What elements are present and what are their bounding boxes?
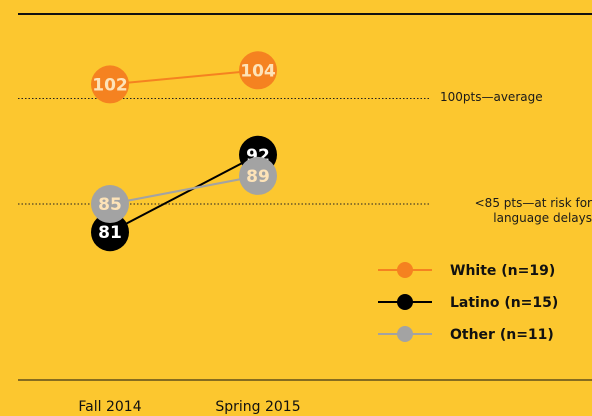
data-label: 102 — [92, 75, 128, 95]
reference-label: 100pts—average — [440, 90, 543, 105]
x-tick-label: Spring 2015 — [215, 399, 300, 415]
data-label: 89 — [246, 167, 270, 187]
data-point — [91, 185, 129, 224]
legend-label: Latino (n=15) — [450, 295, 558, 311]
reference-label: <85 pts—at risk for language delays — [474, 196, 592, 226]
data-point — [239, 51, 277, 90]
legend-marker — [397, 262, 413, 278]
series-line — [109, 69, 259, 86]
data-label: 104 — [240, 61, 276, 81]
legend-marker — [397, 294, 413, 310]
data-label: 85 — [98, 195, 122, 215]
x-tick-label: Fall 2014 — [78, 399, 141, 415]
data-point — [91, 213, 129, 252]
series-line — [109, 174, 259, 206]
data-label: 81 — [98, 223, 122, 243]
legend-label: Other (n=11) — [450, 327, 554, 343]
legend-label: White (n=19) — [450, 263, 555, 279]
series-line — [109, 153, 259, 234]
data-point — [91, 65, 129, 104]
data-point — [239, 156, 277, 195]
legend-marker — [397, 326, 413, 342]
